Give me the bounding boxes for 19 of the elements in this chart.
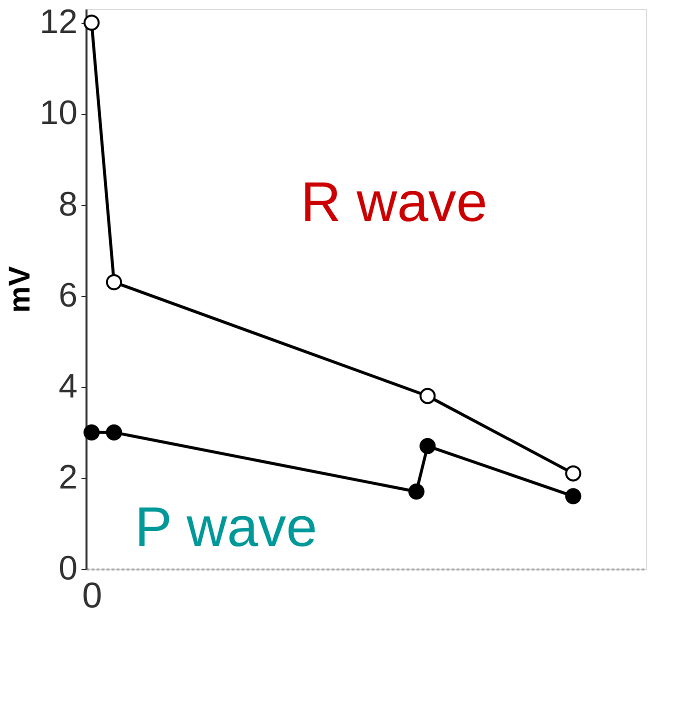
point [420,438,436,454]
y-tick-label: 4 [58,367,78,406]
y-tick-label: 2 [58,458,78,496]
point [84,424,100,440]
y-tick-label: 12 [40,3,78,42]
series-label: P wave [134,494,318,558]
series-label: R wave [300,170,488,233]
y-tick-label: 8 [58,185,78,224]
point [408,484,424,500]
y-tick-label: 6 [58,276,78,314]
point [106,274,122,290]
point [106,424,122,440]
y-axis-title: mV [4,266,37,313]
point [420,388,436,404]
point [565,488,582,504]
y-tick-label: 0 [58,550,78,588]
point [84,14,100,31]
point [565,465,582,482]
y-tick-label: 10 [40,94,78,132]
